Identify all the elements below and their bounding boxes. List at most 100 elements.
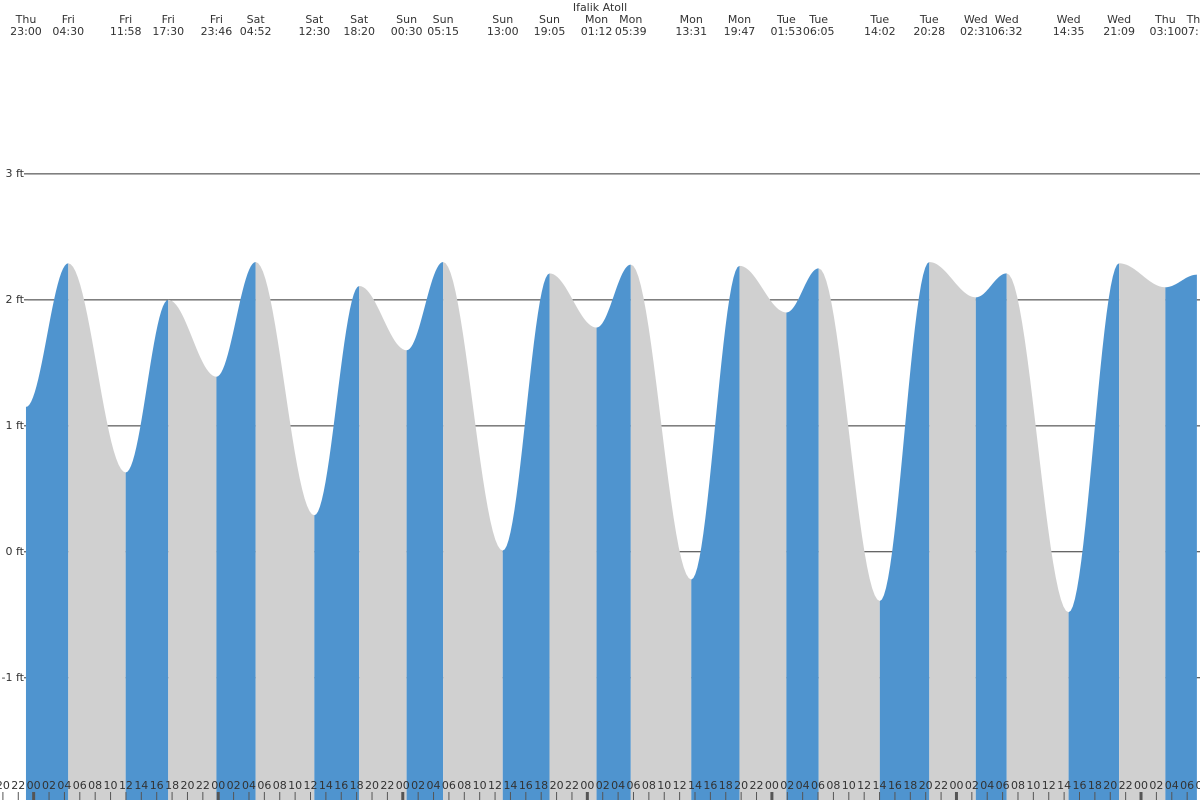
extreme-day: Sat [247, 13, 266, 26]
extreme-day: Mon [680, 13, 703, 26]
hour-label: 00 [949, 779, 963, 792]
hour-label: 02 [780, 779, 794, 792]
rising-tide [25, 263, 69, 800]
hour-label: 14 [134, 779, 148, 792]
rising-tide [975, 273, 1007, 800]
hour-label: 04 [242, 779, 256, 792]
extreme-time: 01:12 [581, 25, 613, 38]
falling-tide [68, 263, 126, 800]
hour-label: 06 [442, 779, 456, 792]
hour-label: 18 [534, 779, 548, 792]
hour-label: 02 [227, 779, 241, 792]
hour-label: 12 [673, 779, 687, 792]
hour-label: 14 [688, 779, 702, 792]
hour-label: 12 [119, 779, 133, 792]
hour-label: 08 [642, 779, 656, 792]
hour-label: 04 [980, 779, 994, 792]
hour-label: 14 [319, 779, 333, 792]
extreme-day: Mon [619, 13, 642, 26]
hour-label: 18 [350, 779, 364, 792]
hour-label: 18 [719, 779, 733, 792]
hour-label: 20 [734, 779, 748, 792]
extreme-day: Tue [869, 13, 889, 26]
rising-tide [216, 262, 256, 800]
extreme-time: 03:10 [1150, 25, 1182, 38]
extreme-time: 19:47 [724, 25, 756, 38]
hour-label: 06 [996, 779, 1010, 792]
falling-tide [255, 262, 315, 800]
hour-label: 18 [903, 779, 917, 792]
rising-tide [1165, 274, 1197, 800]
hour-label: 02 [965, 779, 979, 792]
extreme-day: Wed [1107, 13, 1131, 26]
hour-label: 20 [180, 779, 194, 792]
hour-label: 02 [411, 779, 425, 792]
extreme-time: 19:05 [534, 25, 566, 38]
extreme-time: 04:52 [240, 25, 272, 38]
hour-label: 10 [473, 779, 487, 792]
hour-label: 10 [288, 779, 302, 792]
hour-label: 06 [1180, 779, 1194, 792]
extreme-day: Thu [1186, 13, 1200, 26]
hour-label: 08 [826, 779, 840, 792]
rising-tide [1068, 263, 1120, 800]
extreme-time: 07:16 [1181, 25, 1200, 38]
falling-tide [630, 264, 692, 800]
hour-label: 08 [457, 779, 471, 792]
extreme-day: Fri [162, 13, 175, 26]
extreme-time: 13:31 [675, 25, 707, 38]
hour-label: 00 [580, 779, 594, 792]
hour-label: 20 [550, 779, 564, 792]
extreme-day: Sat [305, 13, 324, 26]
hour-label: 22 [196, 779, 210, 792]
extreme-day: Sat [350, 13, 369, 26]
extreme-time: 14:35 [1053, 25, 1085, 38]
falling-tide [818, 268, 880, 800]
hour-label: 14 [873, 779, 887, 792]
hour-label: 00 [396, 779, 410, 792]
hour-label: 00 [765, 779, 779, 792]
falling-tide [443, 262, 503, 800]
rising-tide [406, 262, 444, 800]
extreme-time: 20:28 [913, 25, 945, 38]
rising-tide [596, 264, 631, 800]
hour-label: 20 [0, 779, 10, 792]
extreme-time: 05:39 [615, 25, 647, 38]
rising-tide [691, 265, 740, 800]
extreme-time: 23:00 [10, 25, 42, 38]
hour-label: 04 [611, 779, 625, 792]
extreme-day: Fri [119, 13, 132, 26]
hour-label: 20 [365, 779, 379, 792]
extreme-time: 18:20 [343, 25, 375, 38]
rising-tide [879, 262, 930, 800]
hour-label: 12 [304, 779, 318, 792]
hour-label: 04 [57, 779, 71, 792]
hour-label: 04 [427, 779, 441, 792]
hour-label: 02 [596, 779, 610, 792]
hour-label: 22 [11, 779, 25, 792]
hour-label: 08 [1196, 779, 1200, 792]
extreme-day: Mon [585, 13, 608, 26]
extreme-day: Mon [728, 13, 751, 26]
hour-label: 04 [796, 779, 810, 792]
extreme-day: Tue [808, 13, 828, 26]
falling-tide [739, 265, 787, 800]
hour-label: 00 [1134, 779, 1148, 792]
hour-label: 08 [1011, 779, 1025, 792]
hour-label: 06 [257, 779, 271, 792]
falling-tide [929, 262, 976, 800]
extreme-day: Fri [210, 13, 223, 26]
extreme-time: 17:30 [152, 25, 184, 38]
extreme-day: Fri [62, 13, 75, 26]
hour-label: 00 [27, 779, 41, 792]
extreme-time: 02:31 [960, 25, 992, 38]
extreme-day: Thu [1154, 13, 1176, 26]
extreme-time: 14:02 [864, 25, 896, 38]
falling-tide [168, 299, 217, 800]
hour-label: 16 [150, 779, 164, 792]
extreme-time: 11:58 [110, 25, 142, 38]
extreme-time: 06:32 [991, 25, 1023, 38]
hour-label: 16 [519, 779, 533, 792]
